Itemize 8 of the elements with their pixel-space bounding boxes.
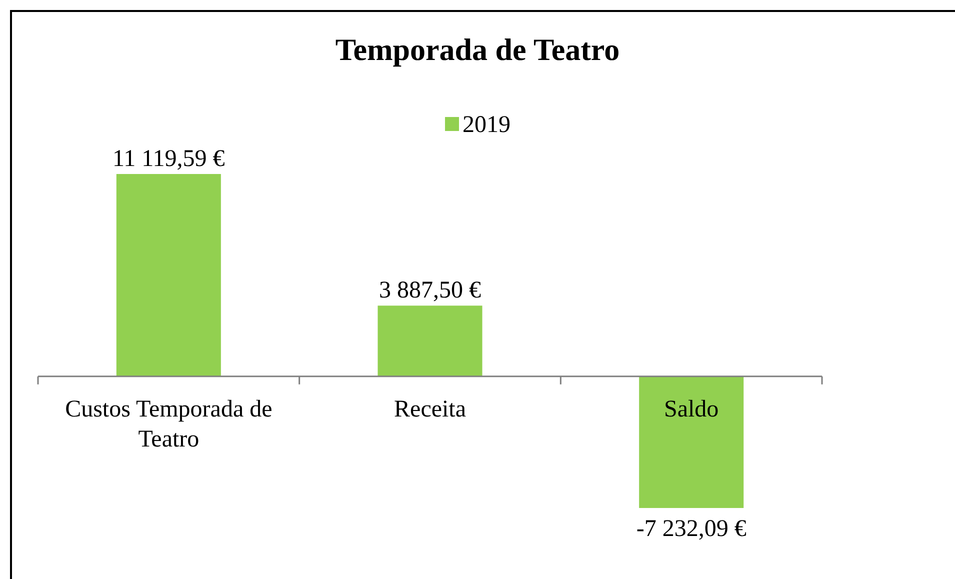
data-label: 11 119,59 € <box>112 146 225 172</box>
data-label: 3 887,50 € <box>379 278 481 304</box>
legend-label: 2019 <box>462 112 510 138</box>
data-label: -7 232,09 € <box>636 516 746 542</box>
x-tick-label: Saldo <box>664 396 719 423</box>
chart-title: Temporada de Teatro <box>334 32 621 68</box>
x-tick-label: Receita <box>394 396 466 423</box>
x-tick-label: Custos Temporada de Teatro <box>65 396 272 453</box>
